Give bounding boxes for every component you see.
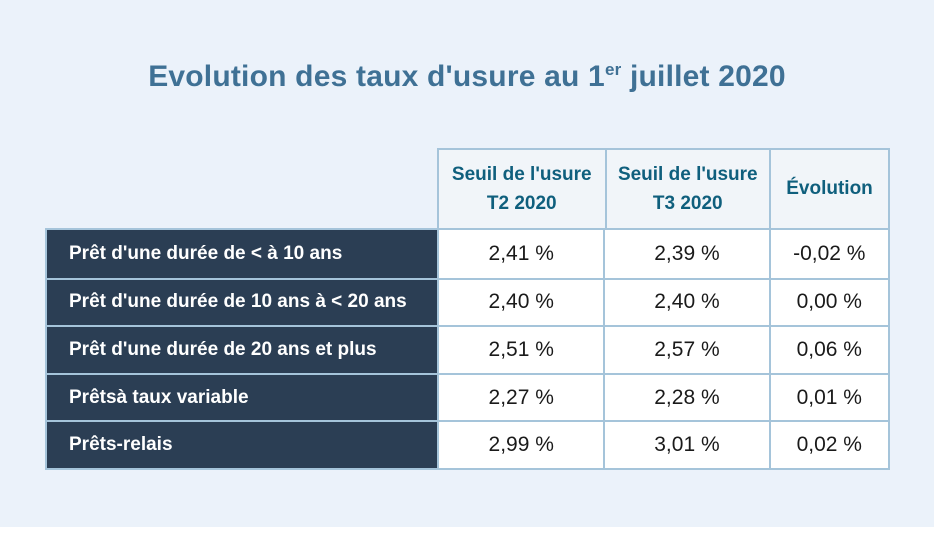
value-cell-t3: 2,40 % <box>603 277 769 326</box>
page-title: Evolution des taux d'usure au 1er juille… <box>0 60 934 94</box>
value-cell-t3: 2,57 % <box>603 325 769 373</box>
value-cell-t2: 2,27 % <box>437 372 604 421</box>
page-title-suffix: juillet 2020 <box>621 60 786 93</box>
value-cell-t2: 2,99 % <box>437 420 604 468</box>
value-cell-evolution: 0,01 % <box>768 372 888 421</box>
usury-table-header: Seuil de l'usure T2 2020 Seuil de l'usur… <box>437 148 890 228</box>
page-title-text: Evolution des taux d'usure au 1 <box>148 60 605 93</box>
header-cell-t2-2020: Seuil de l'usure T2 2020 <box>451 163 592 214</box>
value-cell-evolution: 0,06 % <box>768 325 888 373</box>
header-cell-evolution: Évolution <box>769 150 888 228</box>
value-cell-evolution: 0,00 % <box>768 277 888 326</box>
page-title-superscript: er <box>604 60 622 79</box>
value-cell-evolution: -0,02 % <box>768 230 888 278</box>
value-cell-t3: 2,28 % <box>603 372 769 421</box>
value-cell-evolution: 0,02 % <box>768 420 888 468</box>
value-cell-t2: 2,41 % <box>437 230 604 278</box>
bottom-white-strip <box>0 527 934 536</box>
header-cell-t3-2020: Seuil de l'usure T3 2020 <box>604 150 770 228</box>
usury-table-body: Prêt d'une durée de < à 10 ans 2,41 % 2,… <box>45 228 890 470</box>
value-cell-t2: 2,40 % <box>437 277 604 326</box>
row-label: Prêt d'une durée de 20 ans et plus <box>47 325 438 373</box>
row-label: Prêt d'une durée de < à 10 ans <box>47 230 438 278</box>
row-label: Prêts-relais <box>47 420 438 468</box>
value-cell-t2: 2,51 % <box>437 325 604 373</box>
row-label: Prêtsà taux variable <box>47 372 438 421</box>
row-label: Prêt d'une durée de 10 ans à < 20 ans <box>47 277 438 326</box>
value-cell-t3: 3,01 % <box>603 420 769 468</box>
value-cell-t3: 2,39 % <box>603 230 769 278</box>
